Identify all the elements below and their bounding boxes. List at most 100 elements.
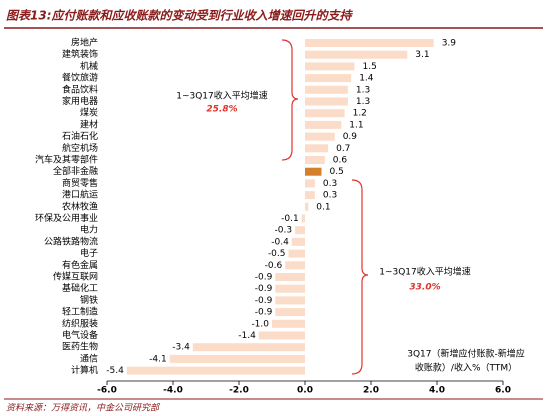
bar (305, 167, 322, 176)
value-label: -3.4 (172, 343, 190, 353)
value-label: -0.9 (255, 296, 273, 306)
value-label: 0.3 (323, 191, 337, 201)
category-label: 电气设备 (62, 329, 98, 341)
bar (272, 319, 305, 328)
category-label: 汽车及其零部件 (35, 154, 98, 166)
x-tick-label: -2.0 (229, 386, 249, 396)
bar (301, 214, 305, 223)
category-label: 家用电器 (62, 95, 98, 107)
value-label: -5.4 (106, 366, 124, 376)
category-label: 电子 (80, 247, 98, 259)
value-label: 1.3 (356, 85, 370, 95)
value-label: -0.9 (255, 273, 273, 283)
value-label: 0.3 (323, 179, 337, 189)
value-label: -0.9 (255, 308, 273, 318)
category-label: 房地产 (71, 37, 98, 49)
value-label: -0.5 (268, 249, 286, 259)
category-label: 公路铁路物流 (44, 235, 98, 247)
bar (291, 237, 305, 246)
category-label: 基础化工 (62, 282, 98, 294)
bar (305, 50, 408, 59)
category-label: 机械 (80, 60, 98, 72)
bar (305, 97, 348, 106)
bracket (351, 179, 369, 375)
bar (126, 366, 305, 375)
category-label: 港口航运 (62, 189, 98, 201)
bar (275, 308, 305, 317)
value-label: -0.3 (275, 226, 293, 236)
value-label: 0.9 (343, 132, 358, 142)
bar (305, 156, 325, 164)
source: 资料来源：万得资讯，中金公司研究部 (6, 403, 161, 414)
x-tick-label: -4.0 (163, 386, 183, 396)
chart-title: 图表13:应付账款和应收账款的变动受到行业收入增速回升的支持 (6, 9, 354, 23)
value-label: -4.1 (149, 354, 167, 364)
value-label: -0.9 (255, 284, 273, 294)
bar (305, 39, 434, 47)
bar (305, 74, 352, 83)
value-label: 0.7 (336, 144, 350, 154)
value-label: -1.4 (238, 331, 256, 341)
value-label: -1.0 (251, 319, 269, 329)
bar (305, 144, 329, 153)
value-label: 3.9 (442, 39, 457, 49)
bar (305, 179, 315, 188)
value-label: 0.6 (333, 156, 348, 166)
bar (305, 62, 355, 71)
x-tick-label: 6.0 (495, 386, 511, 396)
value-label: 1.3 (356, 97, 370, 107)
category-label: 医药生物 (62, 341, 98, 353)
bar (275, 273, 305, 281)
category-label: 轻工制造 (62, 306, 98, 318)
category-label: 传媒互联网 (53, 271, 98, 283)
category-label: 石油石化 (62, 130, 98, 142)
category-label: 餐饮旅游 (62, 72, 98, 84)
category-label: 农林牧渔 (62, 200, 98, 212)
category-label: 食品饮料 (62, 83, 98, 95)
category-label: 电力 (80, 224, 98, 236)
bar (295, 226, 305, 235)
x-tick-label: 0.0 (297, 386, 313, 396)
category-label: 通信 (80, 352, 98, 364)
annotation: 1~3Q17收入平均增速 (379, 266, 471, 278)
value-label: 1.2 (353, 109, 367, 119)
bar (192, 343, 305, 352)
bar (305, 120, 342, 129)
bar (285, 261, 305, 270)
annotation: 1~3Q17收入平均增速 (176, 90, 268, 102)
bar (288, 249, 305, 258)
category-label: 煤炭 (80, 107, 98, 119)
bar (275, 296, 305, 305)
category-label: 建筑装饰 (62, 48, 98, 60)
bar (305, 132, 335, 141)
category-label: 环保及公用事业 (35, 212, 98, 224)
category-label: 计算机 (71, 364, 98, 376)
value-label: -0.6 (265, 261, 283, 271)
value-label: 1.1 (349, 120, 363, 130)
value-label: -0.4 (271, 237, 289, 247)
value-label: 1.4 (359, 74, 374, 84)
value-label: 0.1 (316, 202, 330, 212)
bar (169, 354, 305, 363)
value-label: 3.1 (415, 50, 429, 60)
x-tick-label: 4.0 (429, 386, 445, 396)
category-label: 商贸零售 (62, 177, 98, 189)
bar (275, 284, 305, 293)
category-label: 建材 (80, 118, 98, 130)
bracket (281, 39, 299, 161)
category-label: 有色金属 (62, 259, 98, 271)
x-tick-label: 2.0 (363, 386, 379, 396)
axis-note: 3Q17（新增应付账款-新增应 (407, 348, 525, 360)
x-tick-label: -6.0 (97, 386, 117, 396)
value-label: 1.5 (363, 62, 377, 72)
annotation-value: 25.8% (206, 105, 237, 115)
category-label: 全部非金融 (53, 165, 98, 177)
bar (258, 331, 305, 340)
axis-note: 收账款）/收入%（TTM） (415, 362, 517, 374)
bar (305, 191, 315, 200)
category-label: 纺织服装 (62, 317, 98, 329)
bar (305, 109, 345, 118)
bar (305, 202, 309, 211)
category-label: 钢铁 (80, 294, 98, 306)
